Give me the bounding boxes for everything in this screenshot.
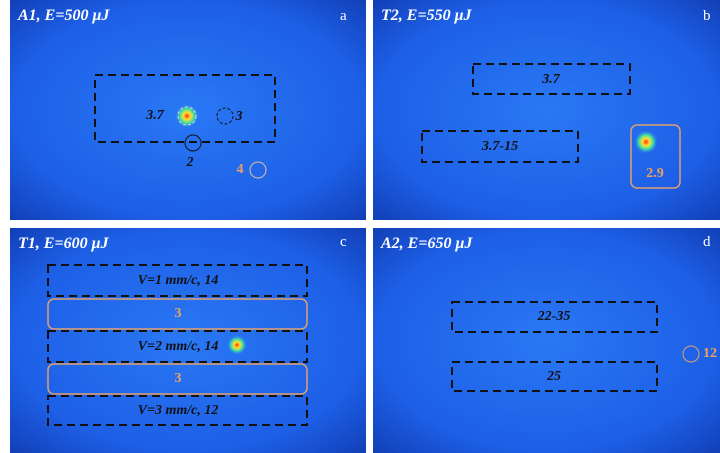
panel-c: T1, E=600 μJ c V=1 mm/c, 14 3 V=2 mm/c, … [10,228,366,453]
panel-title: T1, E=600 μJ [18,235,109,252]
label: 3 [235,109,243,124]
label: V=1 mm/c, 14 [138,273,219,288]
image [373,228,720,453]
figure: A1, E=500 μJ a 3.7 3 2 4 T2, E=550 μJ b … [0,0,720,453]
label: 3.7 [145,108,165,123]
label: 25 [546,369,561,384]
panel-d: A2, E=650 μJ d 22-35 25 12 [373,228,720,453]
panel-letter: a [340,8,347,24]
image [373,0,720,220]
panel-a: A1, E=500 μJ a 3.7 3 2 4 [10,0,366,220]
label: 4 [237,162,244,177]
panel-title: A1, E=500 μJ [17,7,110,24]
panel-b: T2, E=550 μJ b 3.7 3.7-15 2.9 [373,0,720,220]
hot-spot [175,104,199,128]
label: 2.9 [646,166,664,181]
label: 3 [175,306,182,321]
label: 3 [175,371,182,386]
label: 22-35 [537,309,571,324]
panel-title: T2, E=550 μJ [381,7,472,24]
label: 3.7 [541,72,561,87]
label: 12 [703,346,717,361]
label: V=3 mm/c, 12 [138,403,219,418]
panel-letter: d [703,234,711,250]
label: 3.7-15 [481,139,518,154]
panel-letter: c [340,234,347,250]
panel-letter: b [703,8,711,24]
hot-spot [227,335,247,355]
hot-spot [634,130,658,154]
panel-title: A2, E=650 μJ [380,235,473,252]
label: 2 [186,155,194,170]
label: V=2 mm/c, 14 [138,339,219,354]
